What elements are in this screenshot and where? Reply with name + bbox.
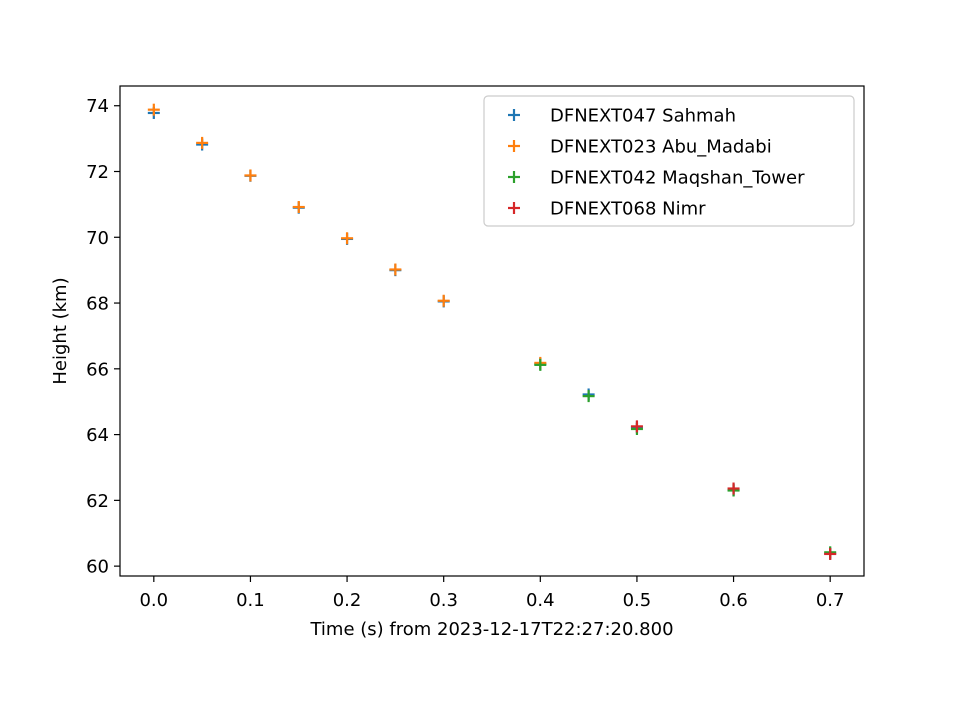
x-tick-label: 0.3 xyxy=(429,590,458,611)
legend-item: DFNEXT042 Maqshan_Tower xyxy=(508,168,805,189)
y-axis: 60 62 64 66 68 70 72 74 xyxy=(86,96,120,578)
data-point xyxy=(582,390,595,403)
data-point xyxy=(389,263,402,276)
y-tick-label: 60 xyxy=(86,557,109,578)
data-point xyxy=(196,136,209,149)
data-point xyxy=(244,169,257,182)
data-point xyxy=(630,420,643,433)
legend: DFNEXT047 Sahmah DFNEXT023 Abu_Madabi DFNE… xyxy=(483,95,855,227)
legend-box xyxy=(483,95,855,227)
x-tick-label: 0.1 xyxy=(236,590,265,611)
y-tick-label: 68 xyxy=(86,294,109,315)
legend-item: DFNEXT047 Sahmah xyxy=(508,106,736,127)
y-tick-label: 70 xyxy=(86,228,109,249)
data-point xyxy=(341,232,354,245)
legend-marker xyxy=(508,140,520,152)
data-point xyxy=(824,547,837,560)
x-tick-label: 0.2 xyxy=(333,590,362,611)
legend-label: DFNEXT042 Maqshan_Tower xyxy=(550,168,805,189)
data-point xyxy=(727,482,740,495)
x-axis: 0.0 0.1 0.2 0.3 0.4 0.5 0.6 0.7 xyxy=(139,576,845,611)
data-point xyxy=(534,358,547,371)
legend-item: DFNEXT068 Nimr xyxy=(508,199,706,220)
data-point xyxy=(292,201,305,214)
legend-label: DFNEXT047 Sahmah xyxy=(550,106,736,127)
y-tick-label: 72 xyxy=(86,162,109,183)
legend-label: DFNEXT068 Nimr xyxy=(550,199,706,220)
legend-marker xyxy=(508,171,520,183)
legend-item: DFNEXT023 Abu_Madabi xyxy=(508,137,772,158)
y-axis-label: Height (km) xyxy=(50,277,71,384)
data-points xyxy=(147,103,837,560)
x-axis-label: Time (s) from 2023-12-17T22:27:20.800 xyxy=(309,619,673,640)
x-tick-label: 0.5 xyxy=(623,590,652,611)
data-point xyxy=(147,103,160,116)
legend-label: DFNEXT023 Abu_Madabi xyxy=(550,137,772,158)
y-tick-label: 64 xyxy=(86,425,109,446)
x-tick-label: 0.7 xyxy=(816,590,845,611)
data-point xyxy=(437,294,450,307)
axes-frame xyxy=(119,85,865,577)
legend-marker xyxy=(508,109,520,121)
x-tick-label: 0.0 xyxy=(139,590,168,611)
x-tick-label: 0.6 xyxy=(719,590,748,611)
y-tick-label: 62 xyxy=(86,491,109,512)
y-tick-label: 74 xyxy=(86,96,109,117)
y-tick-label: 66 xyxy=(86,359,109,380)
x-tick-label: 0.4 xyxy=(526,590,555,611)
legend-marker xyxy=(508,202,520,214)
